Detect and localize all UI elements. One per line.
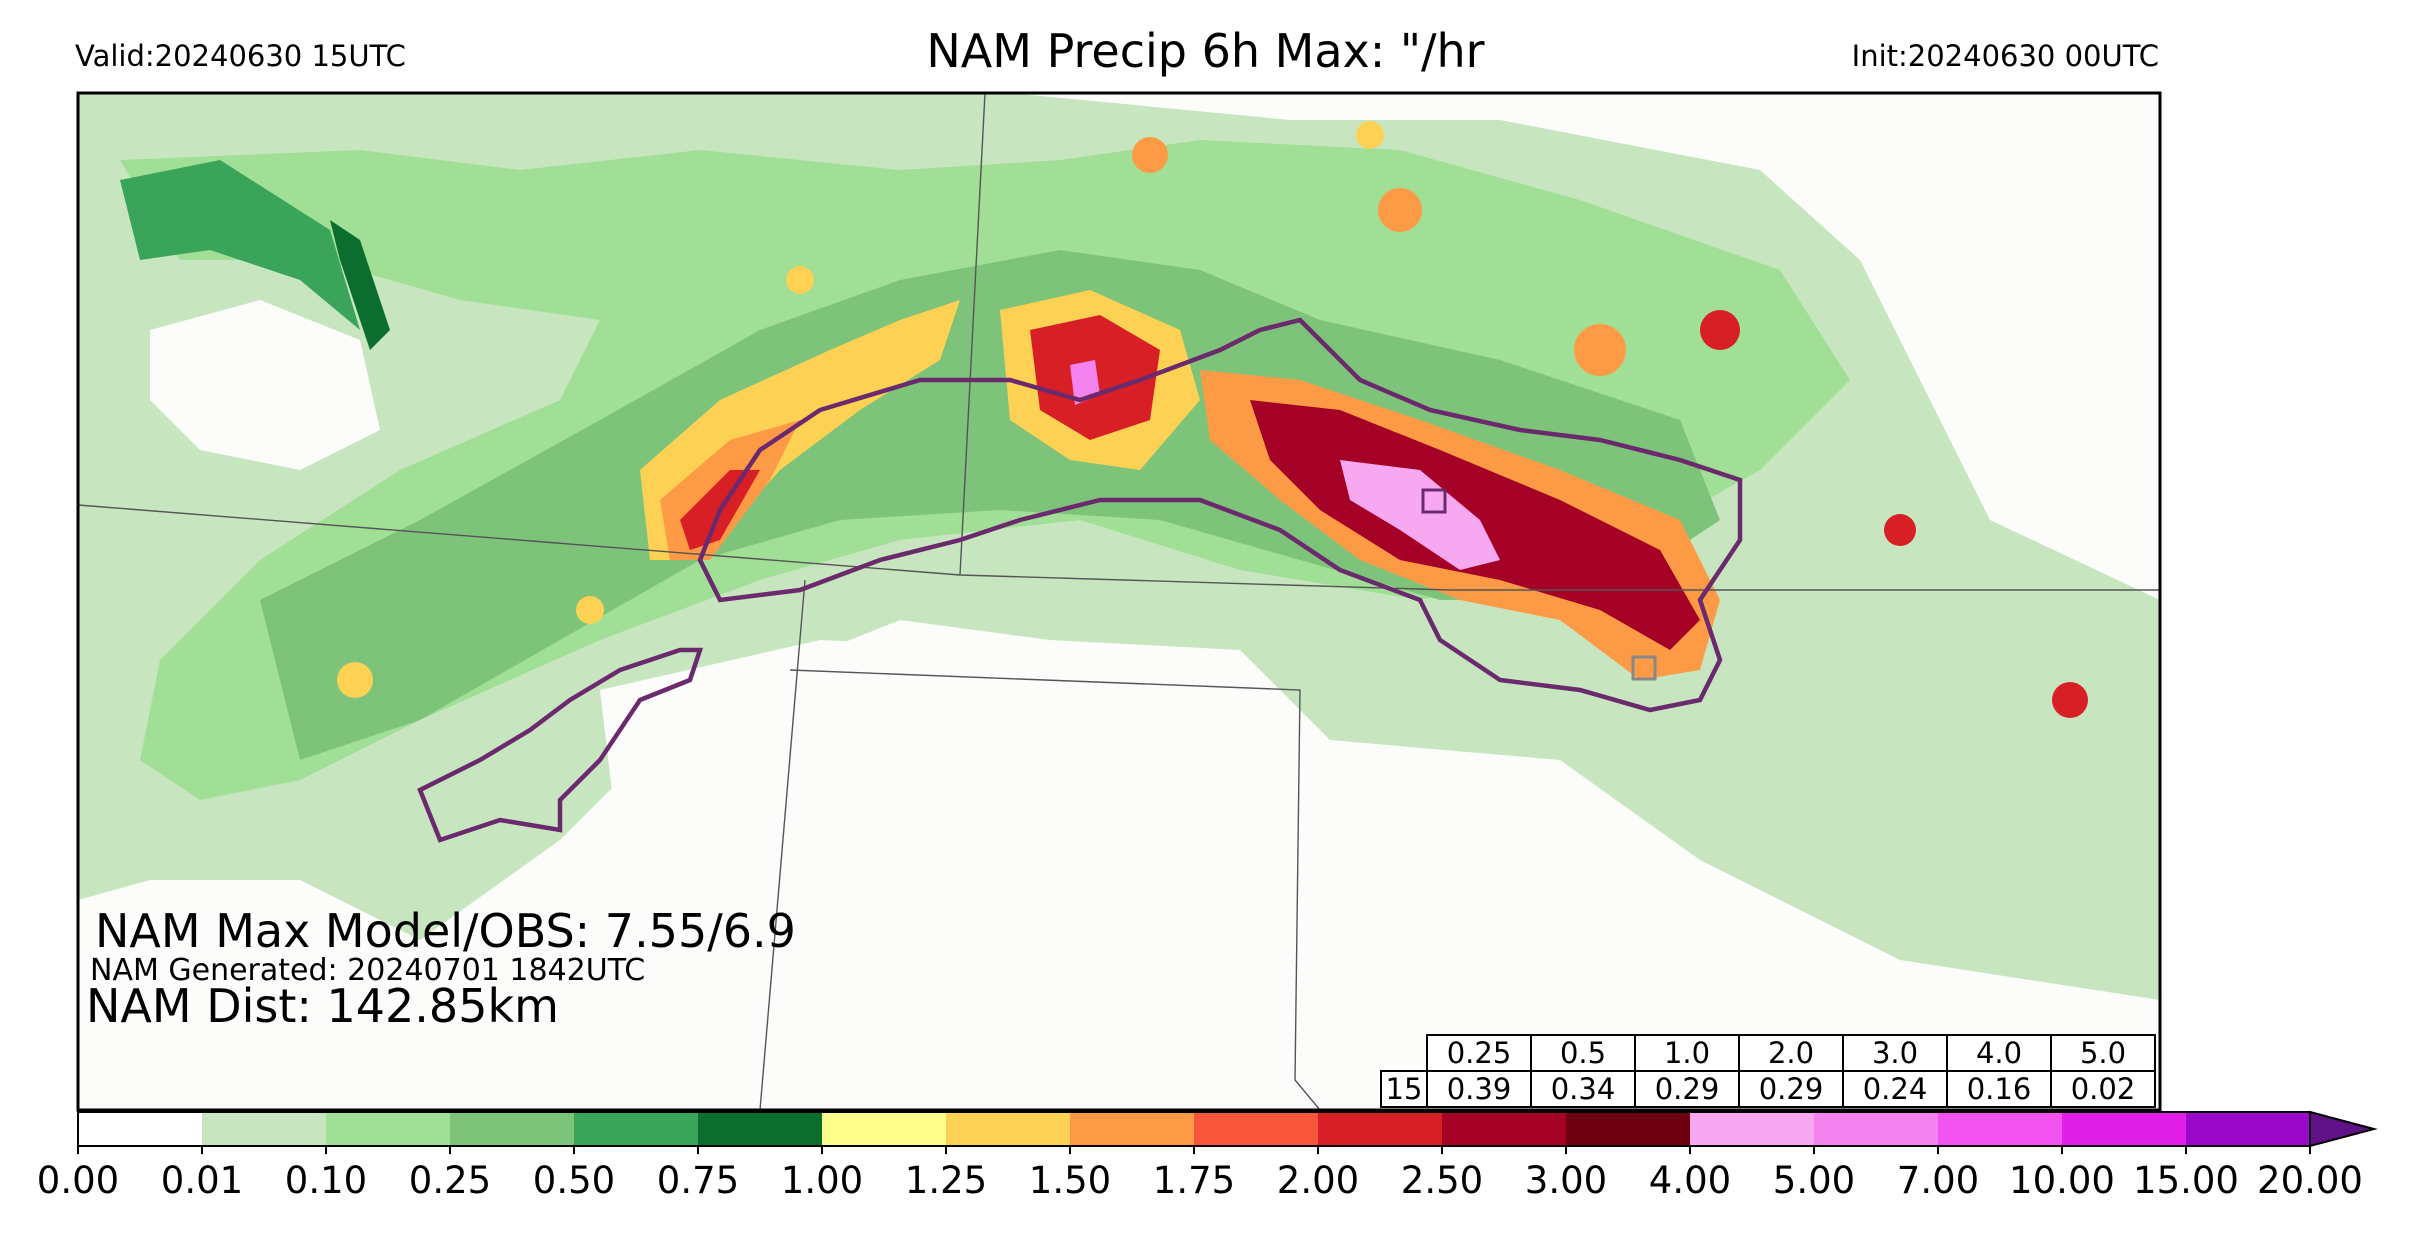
obs-contour [417, 317, 1743, 843]
colorbar-tick-label: 1.00 [780, 1159, 864, 1202]
precip-cell [1574, 324, 1626, 376]
colorbar-swatch [2062, 1112, 2186, 1146]
value-cell: 0.29 [1634, 1070, 1740, 1108]
stats-corner [1381, 1035, 1427, 1071]
colorbar-tick-label: 1.50 [1028, 1159, 1112, 1202]
stats-table: 0.25 0.5 1.0 2.0 3.0 4.0 5.0 15 0.39 0.3… [1380, 1034, 2156, 1108]
model-max-marker [1631, 655, 1657, 681]
threshold-cell: 0.25 [1426, 1034, 1532, 1072]
value-cell: 0.39 [1426, 1070, 1532, 1108]
colorbar-swatch [450, 1112, 574, 1146]
value-cell: 0.24 [1842, 1070, 1948, 1108]
precip-cell [2052, 682, 2088, 718]
value-cell: 0.29 [1738, 1070, 1844, 1108]
precip-east-band-max [1340, 460, 1500, 570]
colorbar-swatch [698, 1112, 822, 1146]
colorbar-swatch [1070, 1112, 1194, 1146]
value-cell: 0.02 [2050, 1070, 2156, 1108]
threshold-cell: 5.0 [2050, 1034, 2156, 1072]
row-label-cell: 15 [1380, 1070, 1428, 1108]
precip-cell [1700, 310, 1740, 350]
init-time-label: Init:20240630 00UTC [1851, 39, 2159, 73]
valid-time-label: Valid:20240630 15UTC [75, 39, 406, 73]
colorbar-tick-label: 1.25 [904, 1159, 988, 1202]
max-model-obs-label: NAM Max Model/OBS: 7.55/6.9 [95, 904, 796, 958]
colorbar-tick-label: 0.00 [36, 1159, 120, 1202]
stats-value-row: 15 0.39 0.34 0.29 0.29 0.24 0.16 0.02 [1380, 1070, 2156, 1108]
obs-max-marker [1421, 488, 1447, 514]
threshold-cell: 3.0 [1842, 1034, 1948, 1072]
colorbar-swatch [2186, 1112, 2310, 1146]
colorbar-tick-label: 1.75 [1152, 1159, 1236, 1202]
dry-area-west [150, 300, 380, 470]
state-boundaries [78, 93, 2160, 1110]
colorbar-swatch [1690, 1112, 1814, 1146]
threshold-cell: 1.0 [1634, 1034, 1740, 1072]
colorbar-swatch [1442, 1112, 1566, 1146]
precip-cell [1132, 137, 1168, 173]
generated-label: NAM Generated: 20240701 1842UTC [90, 953, 646, 988]
colorbar-tick-label: 0.50 [532, 1159, 616, 1202]
colorbar-swatch [1814, 1112, 1938, 1146]
colorbar [77, 1110, 2378, 1154]
colorbar-tick-label: 10.00 [2009, 1159, 2115, 1202]
dry-area [600, 640, 1320, 1000]
threshold-cell: 0.5 [1530, 1034, 1636, 1072]
colorbar-swatch [202, 1112, 326, 1146]
colorbar-tick-label: 3.00 [1524, 1159, 1608, 1202]
colorbar-tick-label: 2.50 [1400, 1159, 1484, 1202]
colorbar-tick-label: 2.00 [1276, 1159, 1360, 1202]
colorbar-tick-label: 7.00 [1896, 1159, 1980, 1202]
colorbar-tick-label: 0.10 [284, 1159, 368, 1202]
colorbar-swatch [1566, 1112, 1690, 1146]
colorbar-swatch [1938, 1112, 2062, 1146]
value-cell: 0.34 [1530, 1070, 1636, 1108]
colorbar-tick-label: 4.00 [1648, 1159, 1732, 1202]
colorbar-swatch [1194, 1112, 1318, 1146]
colorbar-swatch [78, 1112, 202, 1146]
map-frame [76, 91, 2162, 1112]
colorbar-swatch [822, 1112, 946, 1146]
precip-shade-darkest-green [330, 220, 390, 350]
colorbar-tick-label: 15.00 [2133, 1159, 2239, 1202]
threshold-cell: 2.0 [1738, 1034, 1844, 1072]
colorbar-swatch [946, 1112, 1070, 1146]
precip-cell [1378, 188, 1422, 232]
colorbar-tick-label: 0.25 [408, 1159, 492, 1202]
precip-cell [1884, 514, 1916, 546]
colorbar-tick-label: 0.01 [160, 1159, 244, 1202]
precip-shade-dark-green [120, 160, 360, 330]
colorbar-extend-arrow [2309, 1110, 2378, 1148]
threshold-cell: 4.0 [1946, 1034, 2052, 1072]
precip-cell [1356, 121, 1384, 149]
precip-cell [576, 596, 604, 624]
distance-label: NAM Dist: 142.85km [86, 979, 559, 1033]
map-title: NAM Precip 6h Max: "/hr [926, 24, 1485, 78]
precip-cell [337, 662, 373, 698]
colorbar-swatch [326, 1112, 450, 1146]
precip-cell [786, 266, 814, 294]
stats-threshold-row: 0.25 0.5 1.0 2.0 3.0 4.0 5.0 [1381, 1034, 2156, 1072]
value-cell: 0.16 [1946, 1070, 2052, 1108]
colorbar-tick-label: 0.75 [656, 1159, 740, 1202]
colorbar-swatch [1318, 1112, 1442, 1146]
colorbar-swatch [574, 1112, 698, 1146]
colorbar-tick-label: 5.00 [1772, 1159, 1856, 1202]
colorbar-tick-label: 20.00 [2257, 1159, 2363, 1202]
